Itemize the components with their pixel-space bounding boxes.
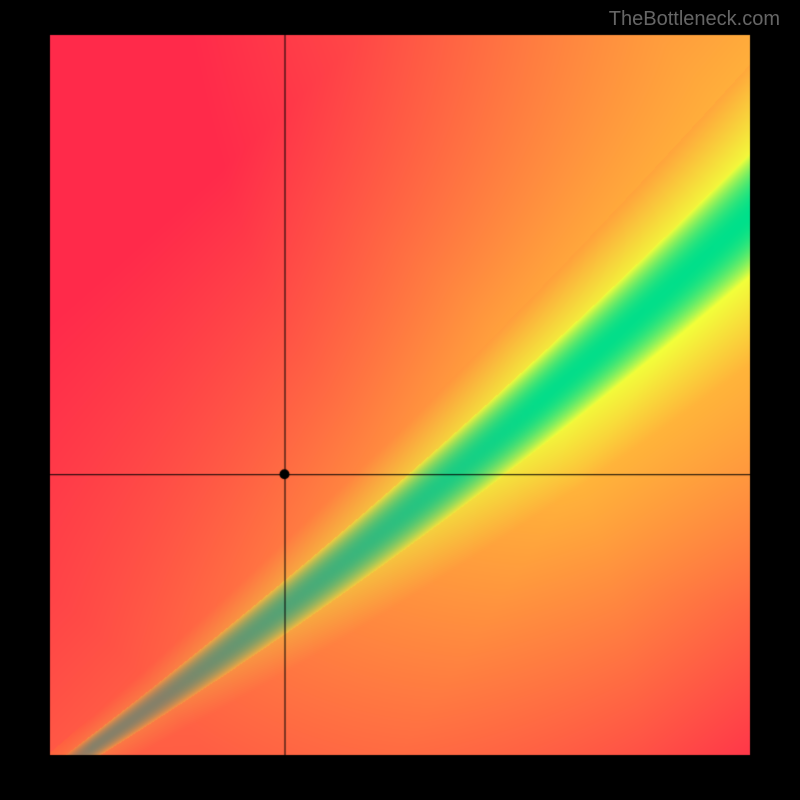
heatmap-canvas — [0, 0, 800, 800]
chart-container: TheBottleneck.com — [0, 0, 800, 800]
watermark-text: TheBottleneck.com — [609, 8, 780, 31]
